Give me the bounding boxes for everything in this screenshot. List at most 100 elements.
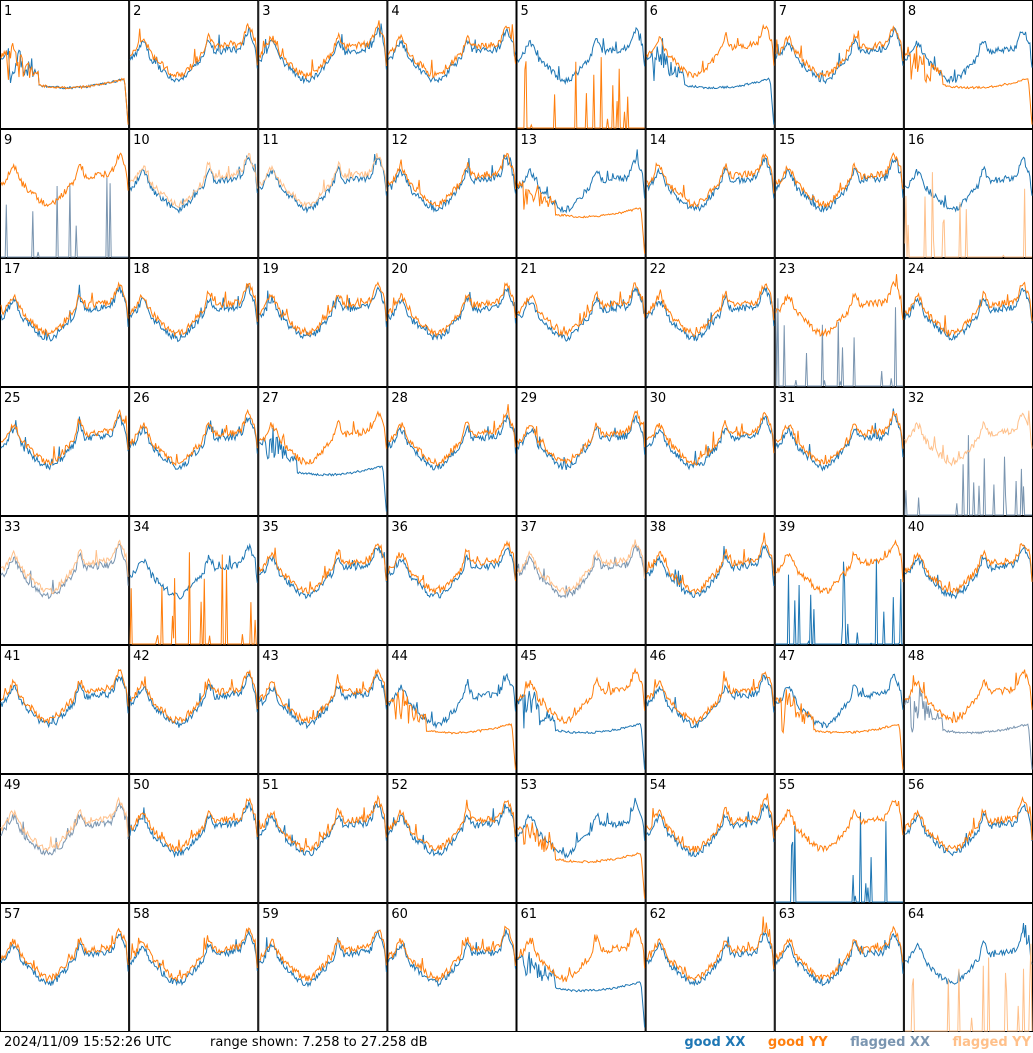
panel-label: 59 bbox=[262, 907, 279, 922]
panel-3: 3 bbox=[258, 0, 388, 129]
panel-30: 30 bbox=[645, 387, 775, 516]
panel-frame bbox=[903, 516, 1033, 645]
panel-26: 26 bbox=[129, 387, 259, 516]
series-xx-line bbox=[517, 26, 646, 86]
series-yy-line bbox=[904, 543, 1033, 595]
series-yy-line bbox=[646, 532, 775, 596]
panel-label: 17 bbox=[4, 262, 21, 277]
panel-37: 37 bbox=[516, 516, 646, 645]
panel-label: 5 bbox=[521, 4, 529, 19]
series-xx-line bbox=[904, 287, 1033, 341]
panel-label: 33 bbox=[4, 520, 21, 535]
series-yy-line bbox=[775, 925, 904, 981]
panel-23: 23 bbox=[774, 258, 904, 387]
series-yy-line bbox=[517, 181, 646, 254]
panel-42: 42 bbox=[129, 645, 259, 774]
series-yy-line bbox=[646, 671, 775, 726]
panel-label: 39 bbox=[779, 520, 796, 535]
series-xx-line bbox=[259, 671, 387, 730]
panel-frame bbox=[387, 516, 517, 645]
legend-good-xx: good XX bbox=[684, 1035, 746, 1050]
series-yy-line bbox=[775, 152, 904, 208]
series-yy-line bbox=[129, 408, 258, 467]
panel-label: 44 bbox=[391, 649, 408, 664]
series-xx-line bbox=[517, 149, 646, 214]
series-yy-line bbox=[129, 669, 258, 724]
panel-label: 24 bbox=[908, 262, 925, 277]
panel-47: 47 bbox=[774, 645, 904, 774]
series-xx-line bbox=[517, 951, 646, 1028]
panel-label: 29 bbox=[521, 391, 538, 406]
series-xx-line bbox=[775, 559, 903, 645]
panel-label: 3 bbox=[262, 4, 270, 19]
series-yy-line bbox=[775, 410, 904, 466]
series-xx-line bbox=[1, 177, 129, 258]
panel-35: 35 bbox=[258, 516, 388, 645]
panel-label: 48 bbox=[908, 649, 925, 664]
series-xx-line bbox=[775, 26, 904, 85]
series-xx-line bbox=[129, 930, 258, 986]
panel-55: 55 bbox=[774, 774, 904, 903]
series-yy-line bbox=[0, 539, 129, 595]
series-yy-line bbox=[259, 281, 387, 337]
panel-label: 42 bbox=[133, 649, 150, 664]
panel-38: 38 bbox=[645, 516, 775, 645]
panel-label: 49 bbox=[4, 778, 21, 793]
series-xx-line bbox=[646, 38, 775, 125]
panel-48: 48 bbox=[903, 645, 1033, 774]
panel-31: 31 bbox=[774, 387, 904, 516]
panel-label: 37 bbox=[521, 520, 538, 535]
panel-label: 62 bbox=[650, 907, 667, 922]
series-yy-line bbox=[646, 283, 775, 338]
panel-45: 45 bbox=[516, 645, 646, 774]
panel-52: 52 bbox=[387, 774, 517, 903]
series-xx-line bbox=[904, 803, 1033, 857]
panel-label: 26 bbox=[133, 391, 150, 406]
panel-54: 54 bbox=[645, 774, 775, 903]
panel-label: 52 bbox=[391, 778, 408, 793]
panel-53: 53 bbox=[516, 774, 646, 903]
panel-frame bbox=[387, 645, 517, 774]
series-xx-line bbox=[0, 543, 129, 600]
series-xx-line bbox=[259, 154, 387, 214]
panel-29: 29 bbox=[516, 387, 646, 516]
series-yy-line bbox=[258, 410, 387, 466]
panel-22: 22 bbox=[645, 258, 775, 387]
panel-13: 13 bbox=[516, 129, 646, 258]
series-xx-line bbox=[259, 545, 387, 600]
panel-4: 4 bbox=[387, 0, 517, 129]
series-yy-line bbox=[258, 543, 387, 595]
panel-label: 53 bbox=[521, 778, 538, 793]
panel-frame bbox=[0, 258, 130, 387]
panel-62: 62 bbox=[645, 903, 775, 1032]
series-yy-line bbox=[129, 552, 258, 645]
series-yy-line bbox=[0, 152, 129, 207]
panel-20: 20 bbox=[387, 258, 517, 387]
panel-33: 33 bbox=[0, 516, 130, 645]
series-xx-line bbox=[129, 283, 258, 343]
panel-32: 32 bbox=[903, 387, 1033, 516]
series-yy-line bbox=[387, 282, 516, 338]
series-yy-line bbox=[387, 540, 516, 594]
series-yy-line bbox=[517, 667, 646, 725]
series-yy-line bbox=[646, 153, 775, 208]
panel-16: 16 bbox=[903, 129, 1033, 258]
panel-39: 39 bbox=[774, 516, 904, 645]
panel-label: 19 bbox=[262, 262, 279, 277]
panel-label: 22 bbox=[650, 262, 667, 277]
panel-15: 15 bbox=[774, 129, 904, 258]
panel-64: 64 bbox=[903, 903, 1033, 1032]
panel-label: 40 bbox=[908, 520, 925, 535]
series-yy-line bbox=[517, 409, 646, 464]
panel-label: 63 bbox=[779, 907, 796, 922]
panel-label: 56 bbox=[908, 778, 925, 793]
series-yy-line bbox=[259, 929, 387, 982]
series-yy-line bbox=[258, 20, 387, 79]
panel-frame bbox=[129, 516, 259, 645]
panel-7: 7 bbox=[774, 0, 904, 129]
panel-46: 46 bbox=[645, 645, 775, 774]
panel-frame bbox=[903, 903, 1033, 1032]
series-yy-line bbox=[258, 152, 387, 209]
panel-frame bbox=[129, 387, 259, 516]
series-xx-line bbox=[646, 931, 775, 987]
